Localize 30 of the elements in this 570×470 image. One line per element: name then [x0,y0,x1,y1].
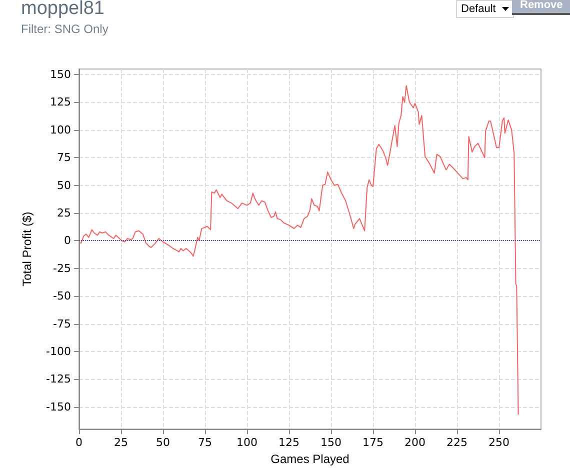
y-tick-label: -50 [53,290,71,303]
chart-title: moppel81 [21,0,104,20]
y-tick-label: 150 [50,68,71,82]
chart-subtitle: Filter: SNG Only [21,22,108,36]
y-tick-label: -125 [46,372,71,386]
y-tick-label: 50 [57,178,71,192]
y-tick-label: -75 [53,317,71,330]
y-axis-title: Total Profit ($) [20,212,34,286]
y-tick-label: -25 [53,262,71,275]
x-tick-label: 250 [488,436,510,450]
dropdown[interactable]: Default [456,0,514,18]
y-tick-label: 25 [57,206,71,220]
y-tick-label: -150 [46,400,71,414]
x-tick-label: 50 [156,436,170,450]
y-tick-label: 75 [57,151,71,164]
x-tick-label: 75 [198,436,212,450]
x-tick-label: 125 [278,436,300,450]
line-series [78,85,519,416]
x-tick-label: 100 [236,436,258,450]
x-axis-title: Games Played [270,452,350,466]
x-tick-label: 25 [114,436,128,450]
y-tick-label: 0 [64,234,71,248]
y-tick-label: 100 [50,123,71,136]
y-tick-label: -100 [46,345,71,358]
y-tick-label: 125 [50,96,71,109]
x-tick-label: 150 [320,436,342,450]
x-tick-label: 0 [76,436,82,450]
x-tick-label: 225 [446,436,468,450]
x-tick-label: 175 [362,436,384,450]
x-tick-label: 200 [404,436,426,450]
